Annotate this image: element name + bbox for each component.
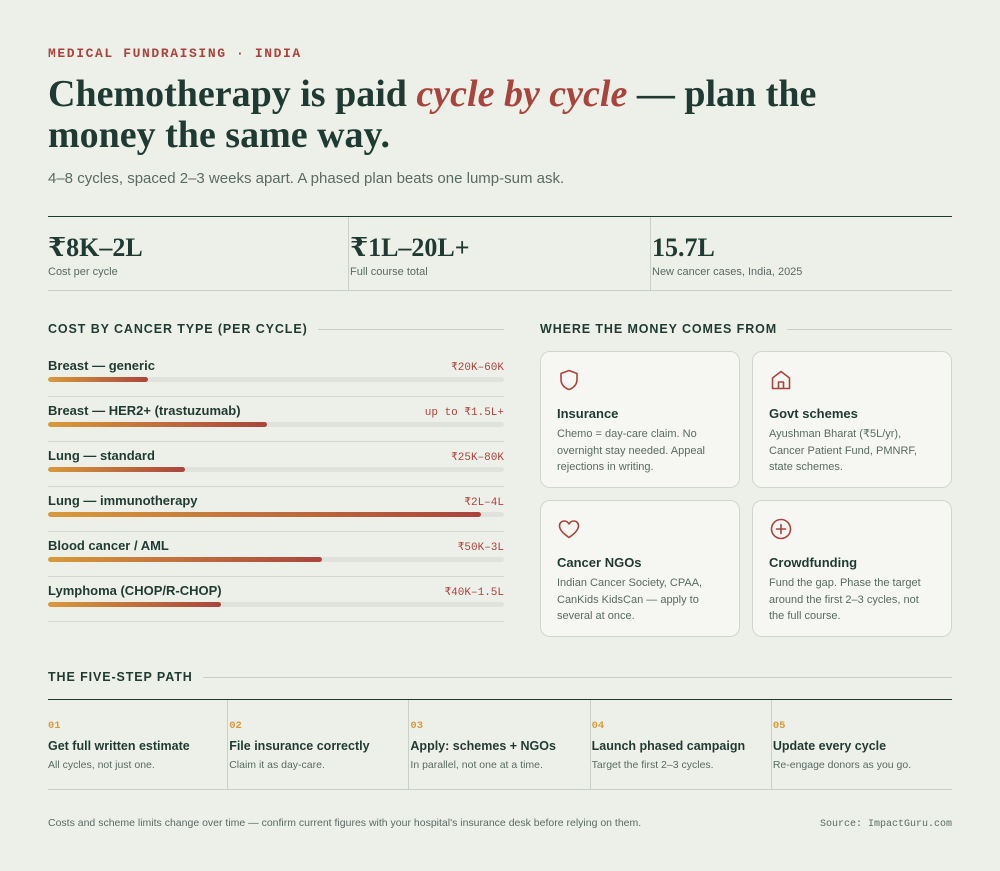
step-item: 04 Launch phased campaign Target the fir… [589, 700, 771, 789]
card-title: Govt schemes [769, 406, 858, 421]
cost-name: Lung — standard [48, 448, 155, 463]
building-icon [771, 370, 791, 390]
cost-row: Blood cancer / AML ₹50K–3L [48, 532, 504, 577]
divider [317, 328, 504, 330]
step-number: 02 [229, 720, 242, 732]
step-number: 01 [48, 720, 61, 732]
cost-bar-track [48, 557, 504, 562]
cost-name: Breast — HER2+ (trastuzumab) [48, 403, 241, 418]
section-title: THE FIVE-STEP PATH [48, 670, 952, 684]
cost-row: Lung — immunotherapy ₹2L–4L [48, 487, 504, 532]
cost-range: ₹40K–1.5L [444, 587, 504, 599]
stat-value: ₹1L–20L+ [350, 233, 470, 262]
step-title: Get full written estimate [48, 739, 190, 753]
cost-name: Blood cancer / AML [48, 538, 169, 553]
step-number: 05 [772, 720, 786, 732]
heart-icon [558, 520, 580, 539]
card-title: Cancer NGOs [557, 555, 642, 570]
cost-range: up to ₹1.5L+ [424, 407, 504, 419]
shield-icon [560, 369, 578, 391]
cost-bar-fill [48, 602, 222, 607]
step-number: 04 [591, 720, 605, 732]
stat-label: Cost per cycle [48, 266, 118, 278]
card-text: Fund the gap. Phase the target around th… [769, 577, 921, 622]
cost-row: Breast — generic ₹20K–60K [48, 352, 504, 397]
cost-by-cancer-type: COST BY CANCER TYPE (PER CYCLE) Breast —… [48, 322, 504, 622]
cost-row: Lung — standard ₹25K–80K [48, 442, 504, 487]
cost-bar-fill [48, 557, 322, 562]
step-item: 05 Update every cycle Re-engage donors a… [770, 700, 952, 789]
cost-bar-track [48, 377, 504, 382]
headline-lead: Chemotherapy is paid [48, 73, 417, 115]
source-card-insurance: Insurance Chemo = day-care claim. No ove… [540, 351, 740, 488]
step-title: Update every cycle [772, 739, 887, 753]
stat-value: ₹8K–2L [48, 233, 143, 262]
steps-row: 01 Get full written estimate All cycles,… [48, 699, 952, 790]
cost-range: ₹20K–60K [451, 362, 504, 374]
section-title-text: COST BY CANCER TYPE (PER CYCLE) [48, 322, 308, 336]
stats-row: ₹8K–2L Cost per cycle ₹1L–20L+ Full cour… [48, 216, 952, 291]
five-step-path: THE FIVE-STEP PATH 01 Get full written e… [48, 670, 952, 790]
section-title: WHERE THE MONEY COMES FROM [540, 322, 952, 336]
source-credit: Source: ImpactGuru.com [819, 819, 952, 830]
cost-range: ₹2L–4L [464, 497, 504, 509]
cost-row: Breast — HER2+ (trastuzumab) up to ₹1.5L… [48, 397, 504, 442]
cost-bar-fill [48, 512, 482, 517]
cost-bar-track [48, 467, 504, 472]
headline-tail: — plan the money the same way. [48, 73, 817, 156]
step-text: Re-engage donors as you go. [772, 759, 912, 771]
cost-bar-track [48, 512, 504, 517]
source-card-crowdfunding: Crowdfunding Fund the gap. Phase the tar… [752, 500, 952, 637]
money-sources: WHERE THE MONEY COMES FROM Insurance Che… [540, 322, 952, 637]
step-title: Apply: schemes + NGOs [410, 739, 556, 753]
cost-bar-fill [48, 467, 185, 472]
cost-name: Breast — generic [48, 358, 155, 373]
cost-bar-fill [48, 422, 267, 427]
divider [202, 676, 952, 678]
card-text: Ayushman Bharat (₹5L/yr), Cancer Patient… [769, 428, 917, 473]
stat-full-course: ₹1L–20L+ Full course total [348, 217, 650, 290]
cost-range: ₹50K–3L [457, 542, 504, 554]
cost-range: ₹25K–80K [451, 452, 504, 464]
cost-bar-track [48, 602, 504, 607]
step-title: Launch phased campaign [591, 739, 746, 753]
card-title: Insurance [557, 406, 619, 421]
stat-new-cases: 15.7L New cancer cases, India, 2025 [650, 217, 952, 290]
step-item: 02 File insurance correctly Claim it as … [227, 700, 408, 789]
section-title-text: WHERE THE MONEY COMES FROM [540, 322, 778, 336]
stat-label: New cancer cases, India, 2025 [652, 266, 803, 278]
step-text: All cycles, not just one. [48, 759, 155, 771]
cost-bar-track [48, 422, 504, 427]
subhead: 4–8 cycles, spaced 2–3 weeks apart. A ph… [48, 170, 565, 187]
headline: Chemotherapy is paid cycle by cycle — pl… [48, 74, 908, 156]
card-title: Crowdfunding [769, 555, 858, 570]
source-card-govt-schemes: Govt schemes Ayushman Bharat (₹5L/yr), C… [752, 351, 952, 488]
eyebrow: MEDICAL FUNDRAISING · INDIA [48, 46, 302, 61]
cost-name: Lung — immunotherapy [48, 493, 198, 508]
step-number: 03 [410, 720, 424, 732]
section-title: COST BY CANCER TYPE (PER CYCLE) [48, 322, 504, 336]
step-text: Claim it as day-care. [229, 759, 325, 771]
plus-circle-icon [770, 518, 792, 540]
step-item: 01 Get full written estimate All cycles,… [48, 700, 227, 789]
source-cards: Insurance Chemo = day-care claim. No ove… [540, 351, 952, 637]
footnote: Costs and scheme limits change over time… [48, 817, 642, 829]
step-text: Target the first 2–3 cycles. [591, 759, 714, 771]
cost-list: Breast — generic ₹20K–60K Breast — HER2+… [48, 352, 504, 622]
step-title: File insurance correctly [229, 739, 370, 753]
divider [787, 328, 952, 330]
step-text: In parallel, not one at a time. [410, 759, 543, 771]
stat-value: 15.7L [652, 233, 715, 262]
cost-name: Lymphoma (CHOP/R-CHOP) [48, 583, 222, 598]
step-item: 03 Apply: schemes + NGOs In parallel, no… [408, 700, 589, 789]
stat-label: Full course total [350, 266, 428, 278]
stat-cost-per-cycle: ₹8K–2L Cost per cycle [48, 217, 348, 290]
source-card-cancer-ngos: Cancer NGOs Indian Cancer Society, CPAA,… [540, 500, 740, 637]
cost-row: Lymphoma (CHOP/R-CHOP) ₹40K–1.5L [48, 577, 504, 622]
card-text: Chemo = day-care claim. No overnight sta… [557, 428, 706, 473]
section-title-text: THE FIVE-STEP PATH [48, 670, 193, 684]
card-text: Indian Cancer Society, CPAA, CanKids Kid… [557, 577, 703, 622]
headline-emphasis: cycle by cycle [416, 73, 628, 115]
cost-bar-fill [48, 377, 149, 382]
